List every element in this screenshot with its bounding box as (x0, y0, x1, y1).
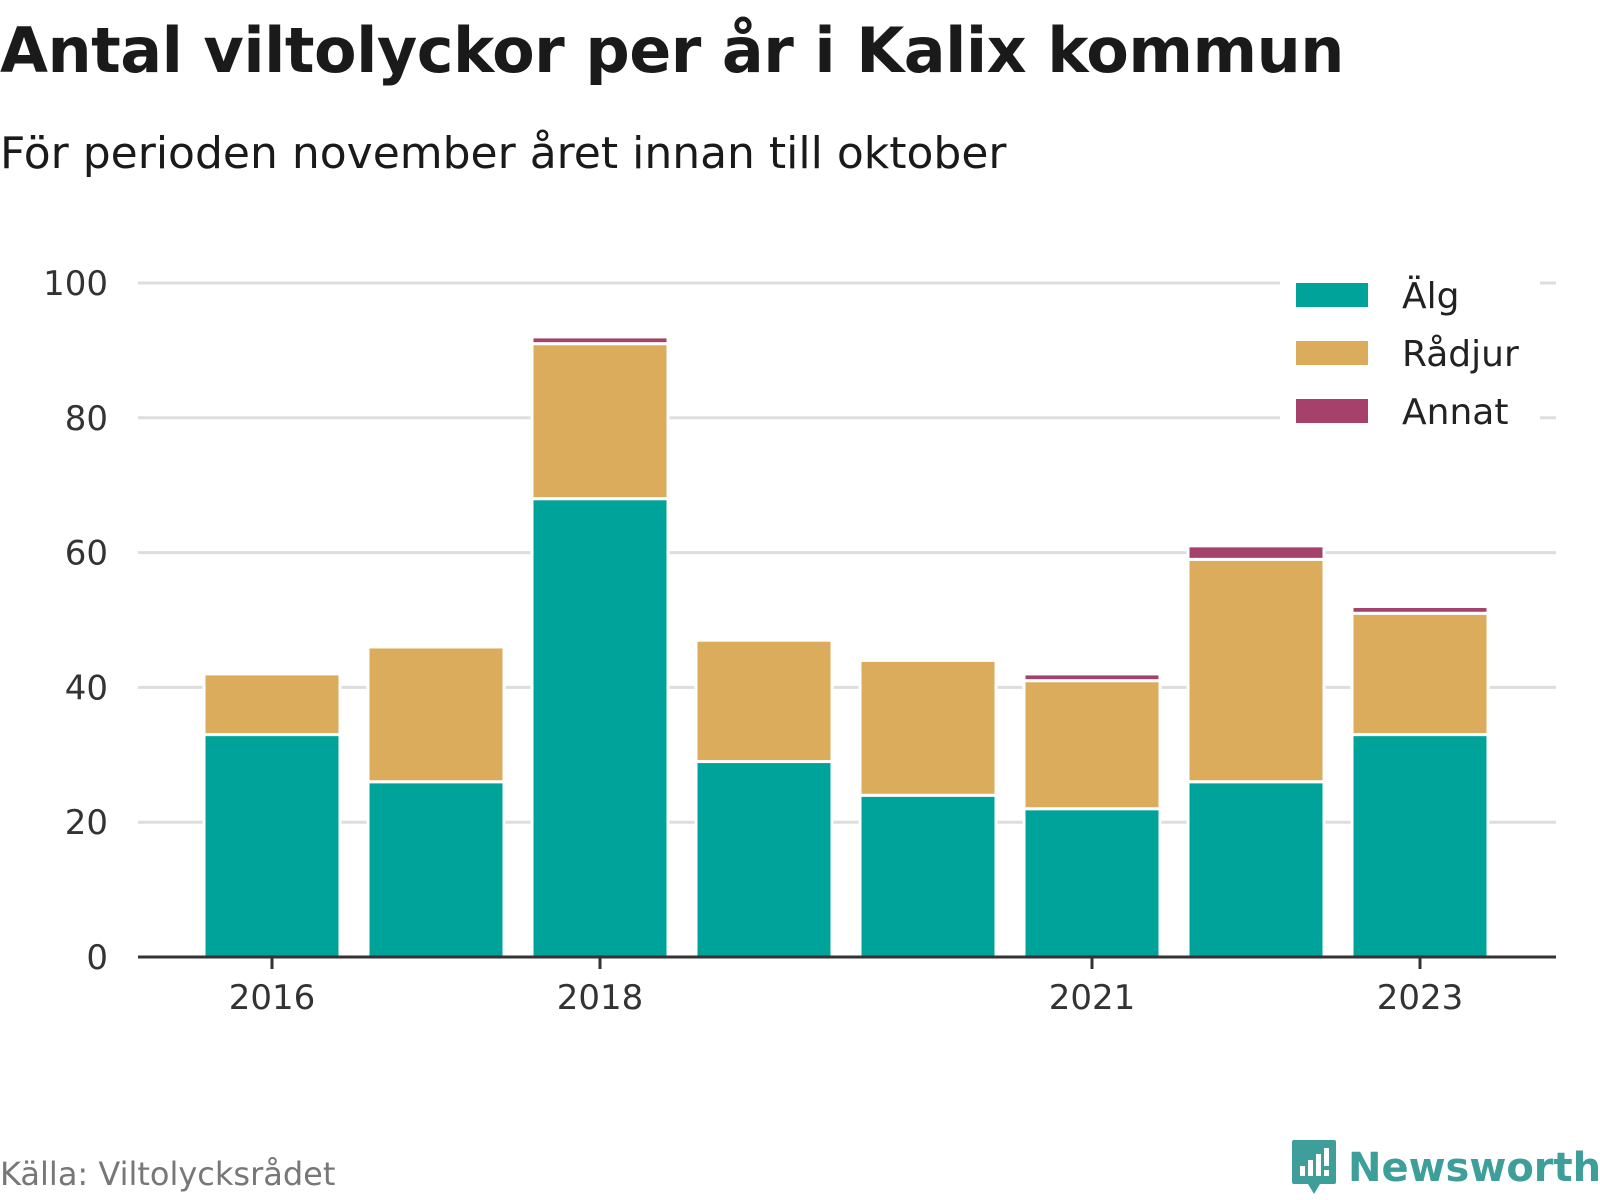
x-tick-label-2023: 2023 (1377, 978, 1464, 1018)
bar-2017-rådjur (366, 645, 506, 784)
newsworthy-logo-icon (1292, 1140, 1336, 1194)
x-tick-label-2016: 2016 (229, 978, 316, 1018)
bar-2019-älg (694, 760, 834, 959)
y-tick-label-20: 20 (65, 803, 108, 843)
bar-2019-rådjur (694, 638, 834, 764)
bar-2023-annat (1350, 605, 1490, 615)
legend-swatch-annat (1296, 399, 1368, 423)
bar-2018-annat (530, 335, 670, 346)
x-tick-label-2021: 2021 (1049, 978, 1136, 1018)
brand-name: Newsworthy (1348, 1145, 1600, 1191)
bar-2016-älg (202, 733, 342, 959)
y-tick-label-40: 40 (65, 668, 108, 708)
bar-2018-älg (530, 497, 670, 959)
y-tick-label-100: 100 (43, 264, 108, 304)
legend-swatch-rådjur (1296, 341, 1368, 365)
bar-2023-älg (1350, 733, 1490, 959)
source-note: Källa: Viltolycksrådet (0, 1155, 336, 1193)
bar-2018-rådjur (530, 342, 670, 501)
legend-label-rådjur: Rådjur (1402, 334, 1519, 375)
legend-label-älg: Älg (1402, 275, 1459, 317)
bar-2021-rådjur (1022, 679, 1162, 811)
bar-2020-rådjur (858, 658, 998, 797)
bar-2022-älg (1186, 780, 1326, 959)
bar-2016-rådjur (202, 672, 342, 737)
brand-logo: Newsworthy (1290, 1138, 1600, 1198)
bar-2021-annat (1022, 672, 1162, 683)
chart-subtitle: För perioden november året innan till ok… (0, 128, 1007, 179)
legend: Älg Rådjur Annat (1280, 269, 1540, 445)
y-tick-label-0: 0 (86, 938, 108, 978)
bar-2020-älg (858, 793, 998, 959)
legend-swatch-älg (1296, 283, 1368, 307)
bar-2023-rådjur (1350, 611, 1490, 737)
bar-2022-annat (1186, 544, 1326, 561)
legend-label-annat: Annat (1402, 392, 1508, 433)
x-tick-label-2018: 2018 (557, 978, 644, 1018)
chart-title: Antal viltolyckor per år i Kalix kommun (0, 14, 1344, 87)
bars (202, 335, 1490, 959)
bar-2017-älg (366, 780, 506, 959)
bar-2021-älg (1022, 807, 1162, 959)
axes: 0 20 40 60 80 100 2016 2018 2021 2023 (43, 264, 1556, 1018)
bar-2022-rådjur (1186, 557, 1326, 784)
y-tick-label-60: 60 (65, 534, 108, 574)
y-tick-label-80: 80 (65, 399, 108, 439)
